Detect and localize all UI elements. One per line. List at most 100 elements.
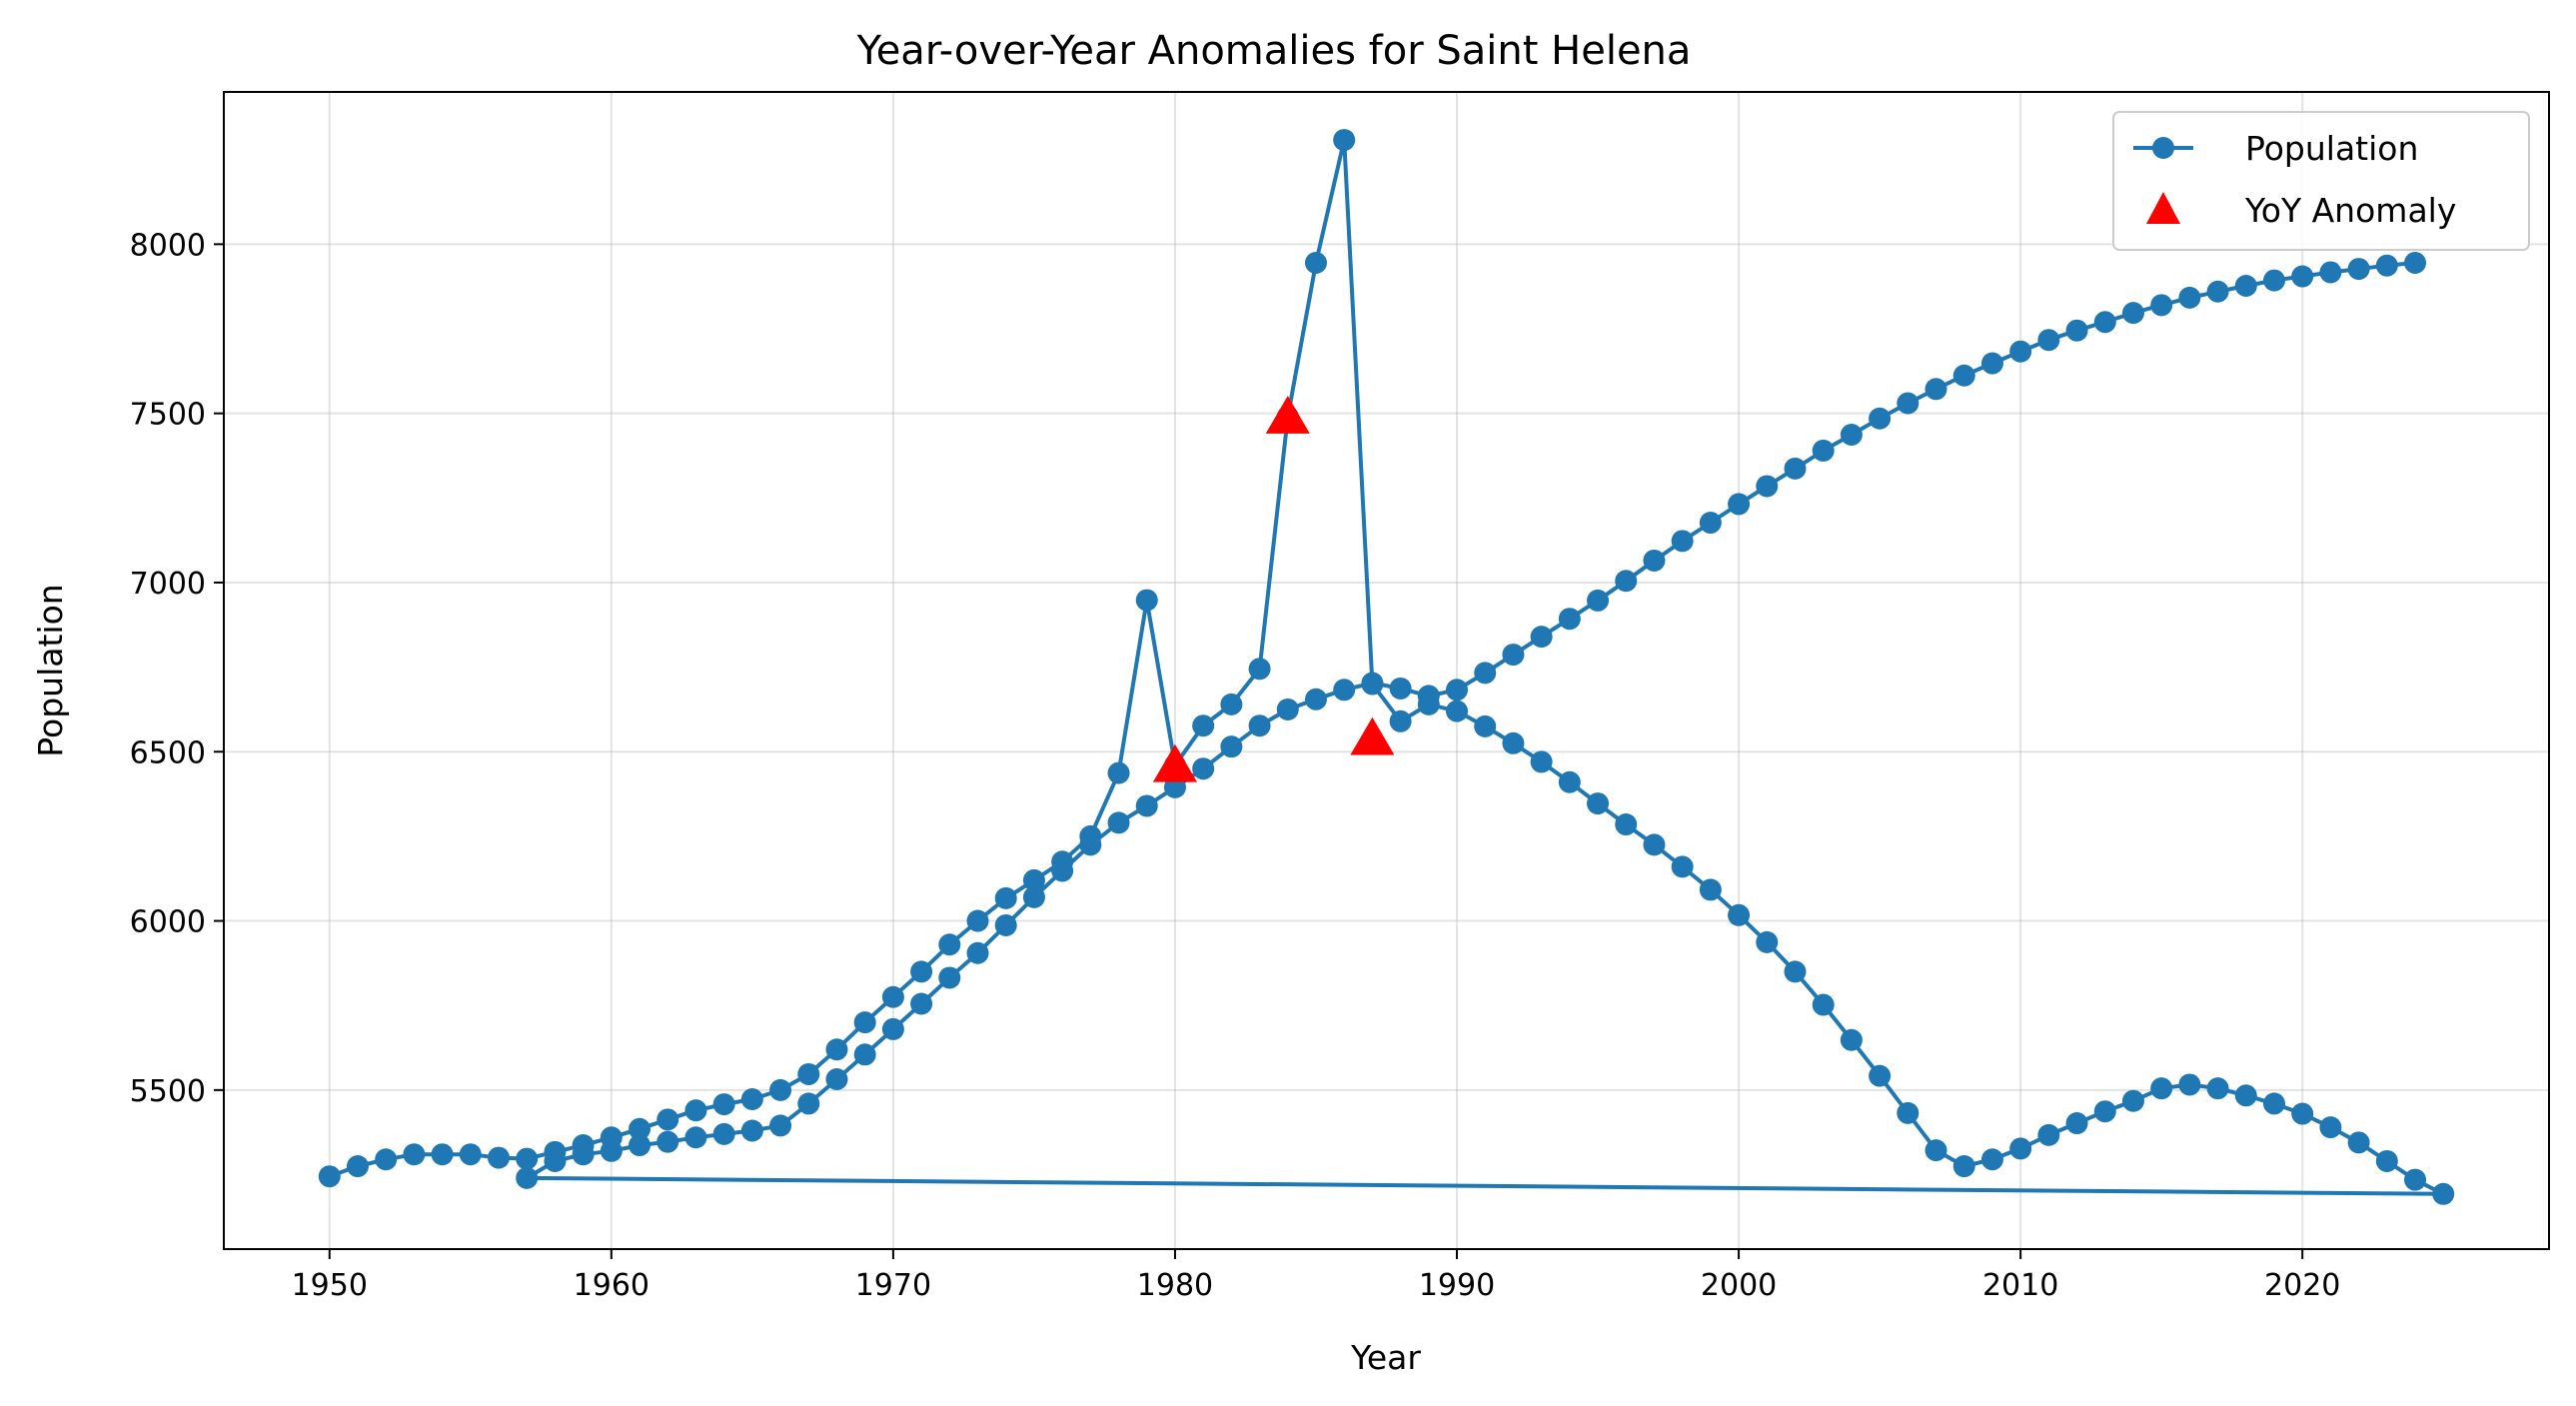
population-point [629,1134,651,1157]
population-point [2009,1137,2032,1160]
population-point [910,960,933,983]
legend-triangle-marker [2146,192,2180,224]
population-point [1728,903,1751,926]
population-point [2150,294,2173,317]
population-point [1952,364,1975,387]
population-point [938,966,961,989]
population-point [1107,761,1130,784]
population-point [1446,679,1469,702]
population-point [881,985,904,1008]
population-point [797,1062,820,1085]
plot-frame [223,91,2550,1250]
population-point [1220,735,1243,758]
population-point [1728,493,1751,516]
y-tick-label: 7500 [130,398,206,433]
population-point [1980,1148,2003,1171]
population-point [2206,1077,2229,1100]
population-point [1530,750,1553,773]
population-point [1389,709,1412,732]
population-point [1869,407,1892,430]
population-point [2178,286,2201,309]
population-point [1474,714,1497,737]
population-point [2291,1102,2314,1125]
population-point [2037,1123,2060,1146]
population-point [2262,269,2285,292]
population-point [1615,813,1638,836]
population-point [994,886,1017,909]
population-point [459,1143,482,1166]
population-point [1333,129,1356,152]
population-point [1897,392,1920,415]
population-point [629,1117,651,1140]
population-point [2178,1073,2201,1096]
population-point [966,941,989,964]
y-tick-label: 5500 [130,1074,206,1109]
population-point [881,1017,904,1040]
population-point [684,1126,707,1149]
population-point [2262,1092,2285,1115]
x-tick-label: 1960 [574,1268,649,1303]
population-point [1840,423,1863,446]
population-point [544,1149,567,1172]
population-point [403,1143,426,1166]
population-point [2037,329,2060,352]
population-point [1304,688,1327,710]
population-point [1304,251,1327,274]
legend-box [2112,111,2530,251]
population-point [797,1092,820,1115]
population-point [740,1119,763,1142]
x-tick-label: 1990 [1419,1268,1495,1303]
population-point [1784,457,1807,480]
population-point [2234,1084,2257,1107]
population-point [910,992,933,1015]
population-point [2319,1116,2342,1139]
population-point [1022,868,1045,891]
population-point [1558,608,1581,631]
population-point [825,1038,848,1061]
population-point [1784,960,1807,983]
population-point [2121,302,2144,325]
population-point [1079,833,1102,856]
population-point [375,1148,398,1171]
y-tick-label: 7000 [130,567,206,602]
population-point [1051,859,1074,882]
population-point [1022,885,1045,908]
population-point [1869,1064,1892,1087]
data-layer [318,129,2455,1205]
x-tick-label: 2010 [1982,1268,2058,1303]
population-point [656,1130,679,1153]
population-point [2009,340,2032,363]
population-point [1389,677,1412,700]
population-point [2206,280,2229,303]
population-point [2319,261,2342,284]
legend: Population YoY Anomaly [2112,111,2530,251]
population-point [769,1114,792,1137]
population-point [2432,1182,2455,1205]
legend-label-population: Population [2245,129,2418,168]
x-tick-label: 1950 [292,1268,368,1303]
population-point [1192,757,1215,780]
population-point [1248,714,1271,737]
chart-title: Year-over-Year Anomalies for Saint Helen… [856,28,1692,74]
population-point [1135,589,1158,612]
population-point [2347,258,2370,281]
population-point [684,1099,707,1122]
population-point [1248,658,1271,681]
population-point [994,913,1017,936]
population-point [2404,251,2427,274]
population-point [2375,254,2398,277]
x-tick-label: 2000 [1701,1268,1777,1303]
population-point [2093,311,2116,334]
population-point [1417,685,1440,707]
population-point [1756,475,1779,498]
population-point [1276,698,1299,720]
population-point [2065,319,2088,342]
population-point [1587,792,1610,815]
y-axis: 5500 6000 6500 7000 7500 8000 [130,228,224,1109]
population-point [1446,700,1469,722]
population-point [431,1143,454,1166]
population-point [1980,352,2003,375]
anomaly-marker [1350,716,1395,755]
population-point [1558,770,1581,793]
